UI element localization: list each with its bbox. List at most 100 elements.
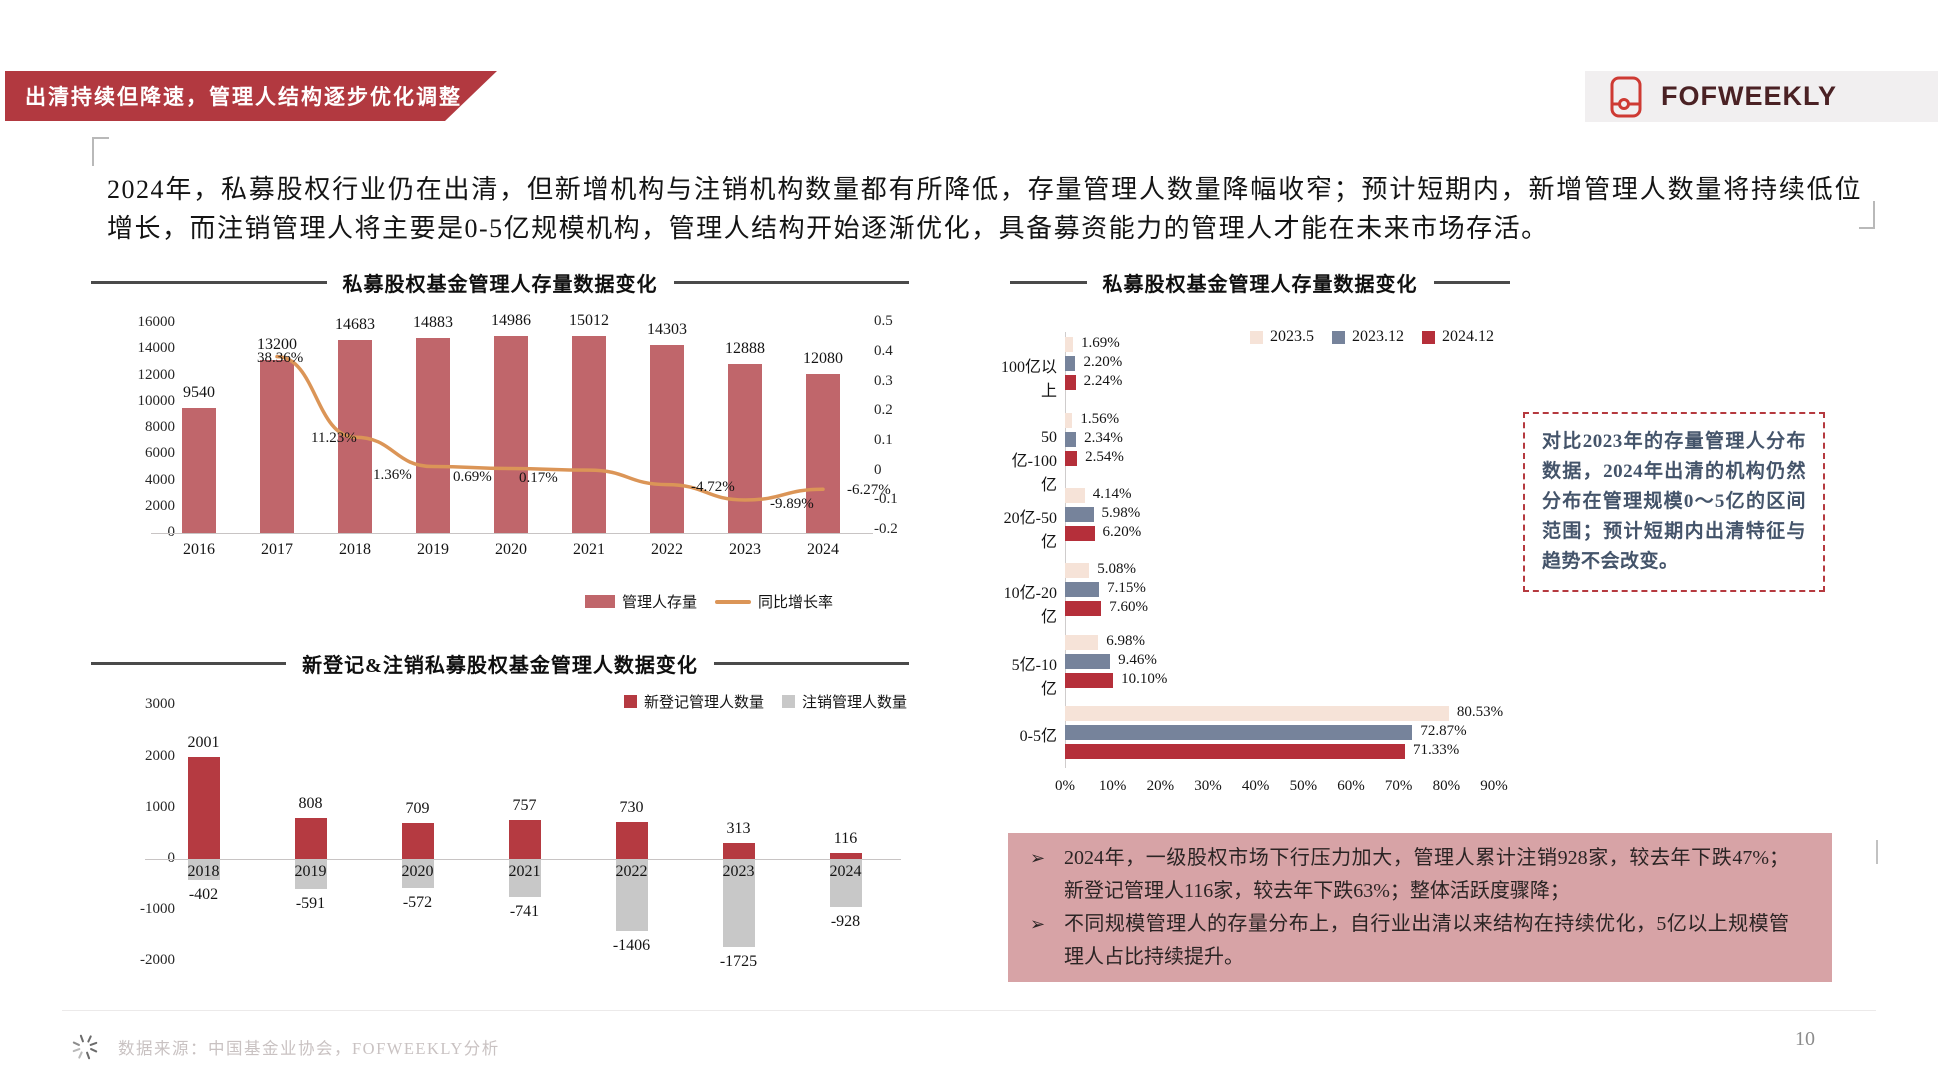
bar-new-registered (294, 817, 327, 859)
bar-value-label: 12080 (803, 350, 843, 368)
x-axis-tick: 50% (1289, 778, 1318, 794)
legend-item-growth: 同比增长率 (715, 591, 833, 612)
bar-negative-label: -402 (188, 885, 219, 903)
legend-item-2023-12: 2023.12 (1332, 328, 1404, 346)
fofweekly-logo-icon (1610, 76, 1642, 117)
bar-new-registered (615, 821, 648, 859)
x-axis-label: 2019 (294, 863, 327, 880)
bar-series-2 (1065, 525, 1095, 541)
x-axis-tick: 0% (1055, 778, 1075, 794)
page-title: 出清持续但降速，管理人结构逐步优化调整 (25, 85, 462, 109)
chart2-plot: 3000 2000 1000 0 -1000 -2000 2001 2018 -402 808 20… (85, 645, 915, 990)
bar-value-label: 1.69% (1081, 335, 1120, 351)
growth-rate-label: 0.17% (519, 470, 558, 487)
y-axis-left-tick: 8000 (145, 419, 175, 435)
bar-series-1 (1065, 581, 1100, 597)
bar-manager-stock (728, 363, 762, 533)
chart3-legend: 2023.5 2023.12 2024.12 (1250, 328, 1494, 346)
bar-value-label: 9.46% (1118, 652, 1157, 668)
intro-paragraph: 2024年，私募股权行业仍在出清，但新增机构与注销机构数量都有所降低，存量管理人… (107, 175, 1862, 243)
y-axis-left-tick: 16000 (137, 314, 176, 330)
x-axis-tick: 60% (1337, 778, 1365, 794)
insight-text: 2024年，一级股权市场下行压力加大，管理人累计注销928家，较去年下跌47%；… (1064, 847, 1789, 902)
x-axis-label: 2019 (417, 541, 449, 558)
bar-value-label: 14303 (647, 321, 687, 339)
bar-value-label: 10.10% (1121, 671, 1168, 687)
bar-series-1 (1065, 431, 1077, 447)
footer: 数据来源：中国基金业协会，FOFWEEKLY分析 (70, 1032, 500, 1062)
chart-manager-stock: 私募股权基金管理人存量数据变化 16000 14000 12000 10000 8000… (85, 258, 915, 630)
bar-value-label: 757 (512, 797, 537, 815)
bar-value-label: 709 (405, 799, 430, 817)
x-axis-label: 2022 (615, 863, 648, 880)
x-axis-label: 2024 (807, 541, 839, 558)
legend-swatch (1332, 330, 1345, 344)
x-axis-label: 2022 (651, 541, 683, 558)
x-axis-label: 2023 (722, 863, 755, 880)
bar-series-2 (1065, 672, 1114, 688)
bar-value-label: 2.20% (1083, 354, 1123, 370)
y-axis-right-tick: 0.2 (874, 402, 893, 419)
bar-new-registered (401, 822, 434, 859)
legend-swatch (1250, 330, 1263, 344)
bar-value-label: 730 (619, 798, 644, 816)
insight-box: ➢ 2024年，一级股权市场下行压力加大，管理人累计注销928家，较去年下跌47… (1008, 833, 1832, 982)
growth-rate-label: -9.89% (770, 495, 814, 512)
quote-open-mark (92, 137, 109, 166)
bar-series-2 (1065, 374, 1076, 390)
bar-value-label: 1.56% (1080, 411, 1120, 427)
bar-value-label: 14883 (413, 313, 453, 331)
legend-swatch (781, 695, 795, 708)
bar-negative-label: -928 (830, 912, 861, 930)
x-axis-tick: 40% (1241, 778, 1270, 794)
footer-divider (62, 1010, 1876, 1011)
bar-value-label: 13200 (257, 335, 297, 353)
rays-icon (72, 1034, 98, 1060)
bar-manager-stock (572, 335, 606, 533)
bar-value-label: 2.34% (1084, 430, 1123, 446)
y-axis-left-tick: 14000 (137, 340, 176, 357)
legend-item-2023-5: 2023.5 (1250, 328, 1314, 346)
header-banner: 出清持续但降速，管理人结构逐步优化调整 (5, 71, 497, 121)
bar-deregistered (401, 859, 434, 889)
x-axis-label: 2020 (401, 863, 434, 880)
bar-value-label: 14683 (335, 316, 375, 334)
x-axis-label: 2021 (573, 541, 605, 558)
y-axis-tick: 1000 (145, 798, 175, 815)
bar-series-0 (1065, 487, 1085, 503)
insight-bullet-1: ➢ 2024年，一级股权市场下行压力加大，管理人累计注销928家，较去年下跌47… (1030, 842, 1814, 908)
bar-manager-stock (260, 359, 294, 533)
bar-negative-label: -572 (402, 894, 433, 912)
chart3-plot: 100亿以上 1.69% 2.20% 2.24% 50亿-100亿 1.56% 2.34% 2… (1000, 258, 1920, 820)
category-label: 20亿-50亿 (1003, 510, 1057, 551)
x-axis-tick: 30% (1194, 778, 1222, 794)
title-rule-left (91, 281, 327, 284)
bar-series-1 (1065, 653, 1111, 669)
x-axis-label: 2023 (729, 541, 761, 558)
title-rule-right (1433, 281, 1510, 284)
bar-manager-stock (650, 345, 684, 533)
bar-deregistered (187, 859, 220, 880)
legend-label: 2023.12 (1352, 328, 1404, 345)
y-axis-left-tick: 0 (167, 524, 176, 540)
y-axis-left-tick: 2000 (145, 497, 175, 514)
bar-value-label: 5.98% (1101, 505, 1141, 521)
legend-item-new: 新登记管理人数量 (623, 691, 764, 712)
chart-title-row: 私募股权基金管理人存量数据变化 (1004, 268, 1516, 297)
chart1-legend: 管理人存量 同比增长率 (585, 591, 833, 612)
logo: FOFWEEKLY (1585, 71, 1938, 122)
quote-close-mark (1859, 201, 1875, 229)
y-axis-right-tick: -0.2 (874, 521, 898, 537)
bar-value-label: 14986 (491, 312, 531, 330)
bar-deregistered (722, 859, 755, 948)
x-axis-tick: 90% (1480, 778, 1508, 794)
bar-value-label: 6.98% (1106, 633, 1146, 649)
y-axis-tick: 3000 (145, 696, 175, 713)
bar-value-label: 2.24% (1083, 373, 1123, 389)
bar-value-label: 6.20% (1102, 524, 1142, 540)
bar-deregistered (508, 859, 541, 897)
chart-new-vs-deregistered: 新登记&注销私募股权基金管理人数据变化 3000 2000 1000 0 -1000 -2… (85, 645, 915, 990)
right-edge-mark (1876, 840, 1878, 864)
bar-value-label: 72.87% (1420, 723, 1467, 739)
y-axis-right-tick: 0 (874, 461, 882, 478)
